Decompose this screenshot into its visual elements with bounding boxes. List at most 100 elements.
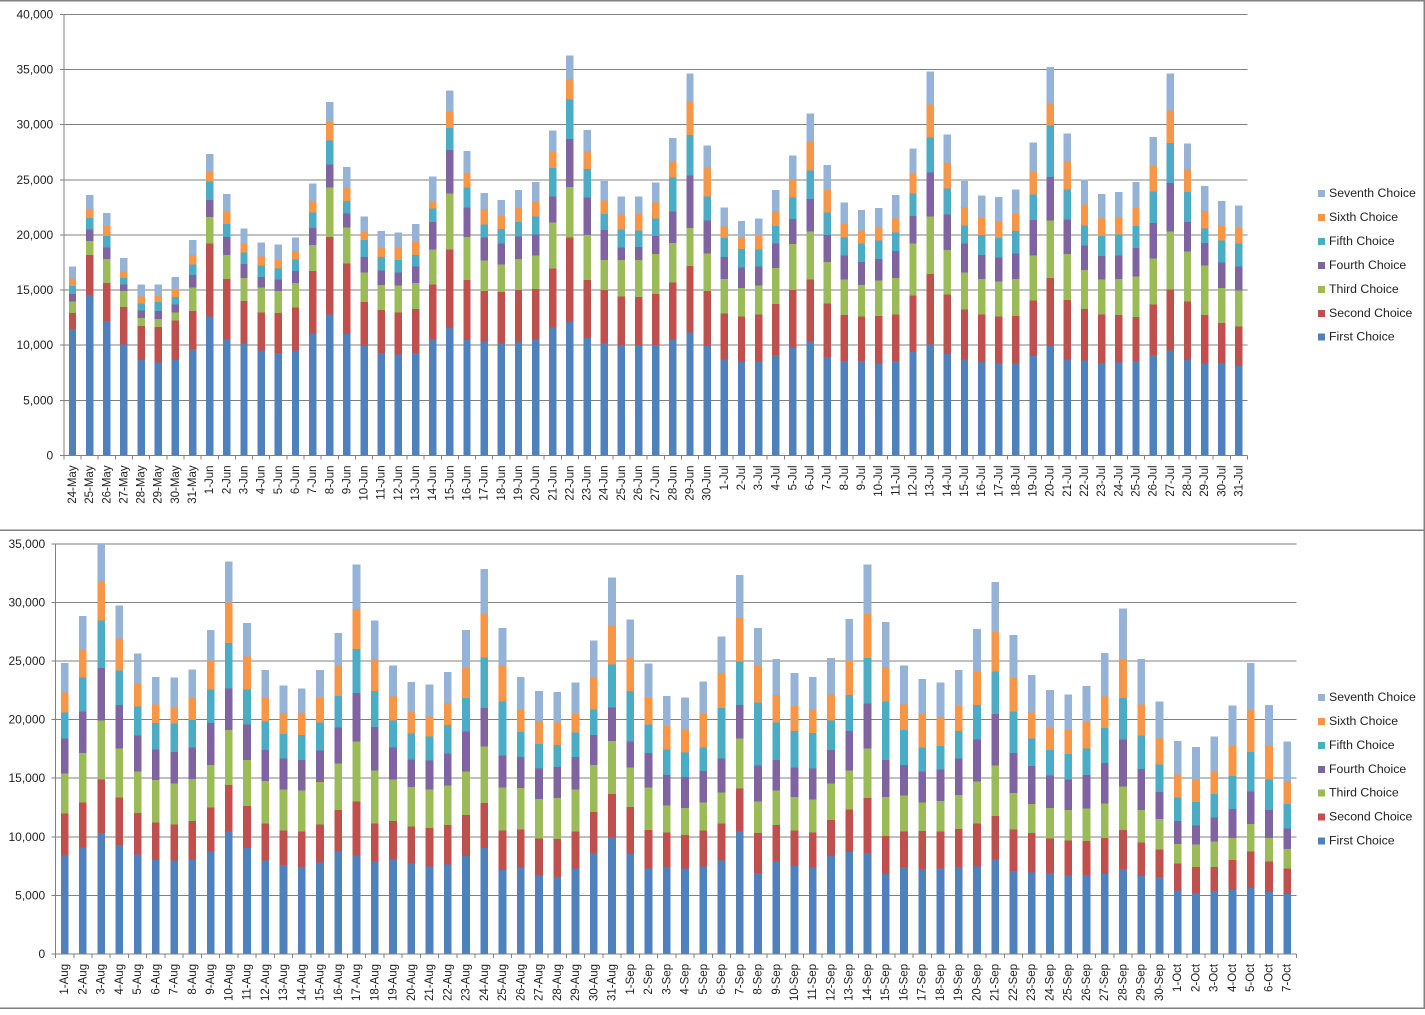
svg-text:6-Jun: 6-Jun xyxy=(290,465,302,494)
svg-text:5-Sep: 5-Sep xyxy=(698,964,710,995)
svg-text:Fifth Choice: Fifth Choice xyxy=(1329,234,1395,248)
svg-text:1-Oct: 1-Oct xyxy=(1172,963,1184,992)
svg-text:7-Sep: 7-Sep xyxy=(734,964,746,995)
svg-text:23-Sep: 23-Sep xyxy=(1026,964,1038,1001)
svg-text:29-May: 29-May xyxy=(153,465,165,504)
svg-text:3-Aug: 3-Aug xyxy=(96,964,108,995)
svg-text:22-Jul: 22-Jul xyxy=(1079,465,1091,496)
svg-text:35,000: 35,000 xyxy=(8,537,45,551)
svg-text:20-Jul: 20-Jul xyxy=(1045,465,1057,496)
svg-text:5-Jun: 5-Jun xyxy=(273,465,285,494)
svg-text:12-Jul: 12-Jul xyxy=(908,465,920,496)
svg-text:2-Oct: 2-Oct xyxy=(1190,963,1202,992)
svg-text:19-Jul: 19-Jul xyxy=(1028,465,1040,496)
svg-text:5-Oct: 5-Oct xyxy=(1245,963,1257,992)
svg-text:22-Sep: 22-Sep xyxy=(1008,964,1020,1001)
svg-text:21-Sep: 21-Sep xyxy=(990,964,1002,1001)
svg-text:25-May: 25-May xyxy=(84,465,96,504)
svg-text:27-May: 27-May xyxy=(118,465,130,504)
svg-text:3-Jul: 3-Jul xyxy=(753,465,765,490)
svg-text:17-Sep: 17-Sep xyxy=(917,964,929,1001)
svg-text:9-Jul: 9-Jul xyxy=(856,465,868,490)
svg-text:1-Jun: 1-Jun xyxy=(204,465,216,494)
svg-text:10,000: 10,000 xyxy=(16,338,53,352)
svg-text:7-Jul: 7-Jul xyxy=(822,465,834,490)
svg-text:11-Jul: 11-Jul xyxy=(890,465,902,495)
svg-text:4-Aug: 4-Aug xyxy=(114,964,126,995)
svg-text:First Choice: First Choice xyxy=(1329,330,1395,344)
svg-text:30-May: 30-May xyxy=(170,465,182,504)
svg-text:20-Aug: 20-Aug xyxy=(406,964,418,1001)
svg-text:15-Aug: 15-Aug xyxy=(315,964,327,1001)
svg-text:22-Jun: 22-Jun xyxy=(564,465,576,500)
svg-text:6-Jul: 6-Jul xyxy=(805,465,817,490)
svg-text:23-Aug: 23-Aug xyxy=(461,964,473,1001)
svg-text:31-Aug: 31-Aug xyxy=(607,964,619,1001)
svg-text:17-Jul: 17-Jul xyxy=(993,465,1005,496)
svg-text:30,000: 30,000 xyxy=(8,595,45,609)
svg-text:4-Jun: 4-Jun xyxy=(256,465,268,494)
svg-text:11-Sep: 11-Sep xyxy=(807,964,819,1000)
svg-text:24-Aug: 24-Aug xyxy=(479,964,491,1001)
svg-text:14-Jun: 14-Jun xyxy=(427,465,439,500)
svg-text:13-Aug: 13-Aug xyxy=(278,964,290,1001)
svg-text:17-Jun: 17-Jun xyxy=(479,465,491,500)
svg-text:8-Jul: 8-Jul xyxy=(839,465,851,490)
svg-text:5-Jul: 5-Jul xyxy=(787,465,799,490)
svg-text:30,000: 30,000 xyxy=(16,118,53,132)
svg-text:28-May: 28-May xyxy=(136,465,148,504)
svg-text:16-Sep: 16-Sep xyxy=(898,964,910,1001)
svg-text:7-Jun: 7-Jun xyxy=(307,465,319,494)
svg-text:Seventh Choice: Seventh Choice xyxy=(1329,690,1416,704)
svg-text:5,000: 5,000 xyxy=(23,393,53,407)
svg-text:12-Aug: 12-Aug xyxy=(260,964,272,1001)
svg-text:25,000: 25,000 xyxy=(16,173,53,187)
svg-text:27-Jun: 27-Jun xyxy=(650,465,662,500)
svg-text:30-Jun: 30-Jun xyxy=(702,465,714,500)
svg-text:30-Sep: 30-Sep xyxy=(1154,964,1166,1001)
svg-text:40,000: 40,000 xyxy=(16,7,53,21)
svg-text:28-Jun: 28-Jun xyxy=(667,465,679,500)
svg-text:8-Jun: 8-Jun xyxy=(324,465,336,494)
svg-text:6-Oct: 6-Oct xyxy=(1263,963,1275,992)
svg-text:15,000: 15,000 xyxy=(8,771,45,785)
svg-text:19-Jun: 19-Jun xyxy=(513,465,525,500)
svg-text:31-May: 31-May xyxy=(187,465,199,504)
svg-text:13-Jul: 13-Jul xyxy=(925,465,937,496)
svg-text:28-Jul: 28-Jul xyxy=(1182,465,1194,496)
svg-text:18-Jul: 18-Jul xyxy=(1010,465,1022,496)
svg-text:25,000: 25,000 xyxy=(8,654,45,668)
svg-text:16-Jul: 16-Jul xyxy=(976,465,988,496)
svg-text:18-Jun: 18-Jun xyxy=(496,465,508,500)
svg-text:24-May: 24-May xyxy=(67,465,79,504)
svg-text:26-Sep: 26-Sep xyxy=(1081,964,1093,1001)
svg-text:2-Jul: 2-Jul xyxy=(736,465,748,490)
svg-text:2-Aug: 2-Aug xyxy=(77,964,89,995)
svg-text:2-Jun: 2-Jun xyxy=(221,465,233,494)
svg-text:6-Aug: 6-Aug xyxy=(150,964,162,995)
svg-text:24-Jul: 24-Jul xyxy=(1113,465,1125,496)
svg-text:Second Choice: Second Choice xyxy=(1329,810,1413,824)
svg-text:11-Aug: 11-Aug xyxy=(242,964,254,1000)
svg-text:25-Sep: 25-Sep xyxy=(1063,964,1075,1001)
svg-text:4-Oct: 4-Oct xyxy=(1227,963,1239,992)
svg-text:28-Sep: 28-Sep xyxy=(1117,964,1129,1001)
svg-text:20-Sep: 20-Sep xyxy=(971,964,983,1001)
svg-text:1-Jul: 1-Jul xyxy=(719,465,731,490)
svg-text:25-Jun: 25-Jun xyxy=(616,465,628,500)
svg-text:12-Sep: 12-Sep xyxy=(826,964,838,1001)
svg-text:20-Jun: 20-Jun xyxy=(530,465,542,500)
svg-text:Fifth Choice: Fifth Choice xyxy=(1329,738,1395,752)
svg-text:23-Jul: 23-Jul xyxy=(1096,465,1108,496)
svg-text:14-Sep: 14-Sep xyxy=(862,964,874,1001)
svg-text:12-Jun: 12-Jun xyxy=(393,465,405,500)
svg-text:26-Jul: 26-Jul xyxy=(1148,465,1160,496)
svg-text:16-Jun: 16-Jun xyxy=(462,465,474,500)
svg-text:30-Aug: 30-Aug xyxy=(588,964,600,1001)
svg-text:4-Sep: 4-Sep xyxy=(680,964,692,995)
svg-text:19-Aug: 19-Aug xyxy=(388,964,400,1001)
svg-text:0: 0 xyxy=(39,947,46,961)
svg-text:7-Aug: 7-Aug xyxy=(169,964,181,995)
svg-text:8-Aug: 8-Aug xyxy=(187,964,199,995)
svg-text:22-Aug: 22-Aug xyxy=(442,964,454,1001)
